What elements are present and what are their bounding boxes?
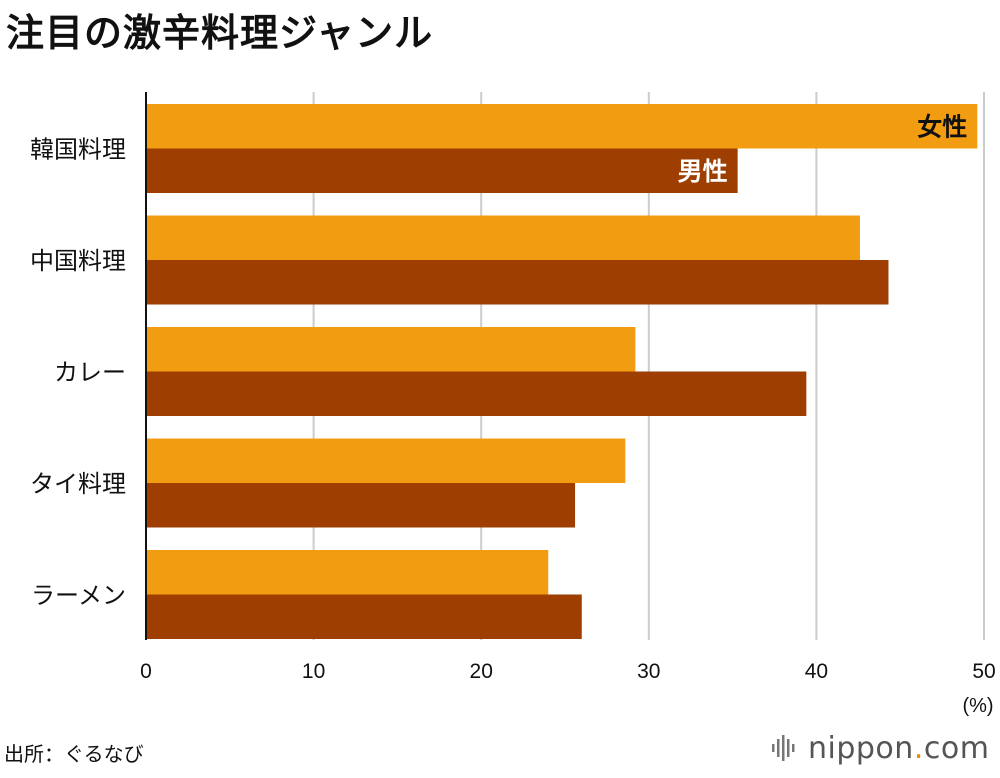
- chart-title: 注目の激辛料理ジャンル: [6, 11, 434, 55]
- bar-female: [146, 438, 626, 483]
- x-tick-label: 10: [302, 660, 325, 683]
- bar-female: [146, 104, 978, 149]
- logo-text: nippon.com: [808, 730, 990, 766]
- legend-label: 男性: [678, 157, 728, 186]
- x-tick-label: 30: [637, 660, 660, 683]
- x-tick-label: 50: [972, 660, 995, 683]
- x-tick-label: 20: [470, 660, 493, 683]
- source-note: 出所：ぐるなび: [4, 742, 144, 766]
- bar-male: [146, 594, 582, 639]
- category-label: 中国料理: [30, 247, 126, 275]
- category-label: タイ料理: [30, 470, 126, 498]
- bar-female: [146, 550, 549, 595]
- x-tick-label: 40: [805, 660, 828, 683]
- x-tick-labels: 0 10 20 30 40 50: [140, 660, 996, 683]
- bar-male: [146, 148, 738, 193]
- bar-male: [146, 371, 807, 416]
- x-tick-label: 0: [140, 660, 152, 683]
- category-label: 韓国料理: [30, 136, 126, 164]
- category-label: ラーメン: [31, 582, 126, 610]
- bar-female: [146, 215, 860, 260]
- bar-male: [146, 483, 576, 528]
- nippon-logo[interactable]: nippon.com: [772, 730, 989, 766]
- bar-male: [146, 260, 889, 305]
- bar-female: [146, 327, 636, 372]
- legend-label: 女性: [917, 112, 967, 141]
- x-unit-label: (%): [962, 695, 993, 717]
- category-label: カレー: [54, 359, 126, 387]
- logo-mark-icon: [772, 735, 795, 761]
